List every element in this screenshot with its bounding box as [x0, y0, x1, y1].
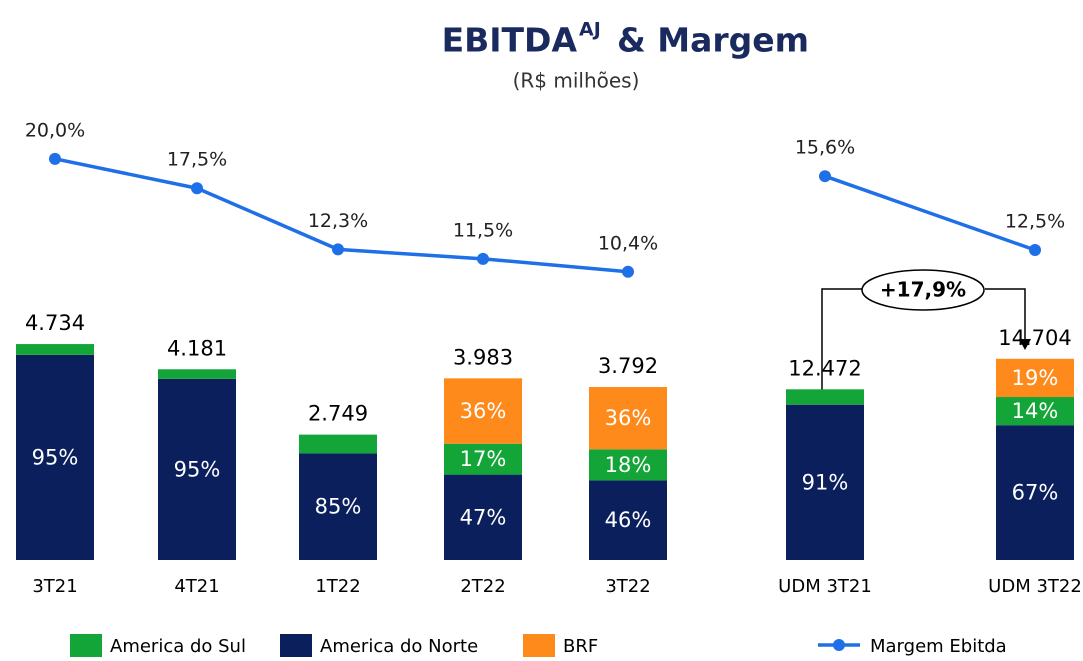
x-tick-label: UDM 3T21: [778, 576, 872, 597]
bar-segment: [444, 474, 522, 560]
total-label: 3.983: [453, 345, 513, 369]
segment-label: 67%: [1012, 481, 1059, 505]
annotation-ellipse: [861, 269, 985, 311]
margin-label: 15,6%: [795, 137, 855, 159]
margin-point: [622, 265, 634, 278]
chart-title-superscript: AJ: [579, 19, 601, 41]
bar-segment: [996, 425, 1074, 560]
legend-marker: [833, 639, 845, 651]
legend-label: America do Norte: [320, 636, 478, 657]
bar-segment: [299, 453, 377, 560]
margin-point: [477, 252, 489, 265]
legend-swatch: [70, 634, 102, 658]
segment-label: 95%: [174, 457, 221, 481]
annotation-arrow: [1019, 339, 1031, 350]
bar-segment: [16, 344, 94, 355]
segment-label: 19%: [1012, 366, 1059, 390]
segment-label: 36%: [460, 399, 507, 423]
annotation: +17,9%: [880, 278, 966, 302]
margin-point: [819, 170, 831, 183]
annotation-bracket: [821, 288, 1026, 391]
segment-label: 36%: [605, 406, 652, 430]
x-tick-label: 3T21: [32, 576, 77, 597]
margin-label: 17,5%: [167, 149, 227, 171]
margin-label: 11,5%: [453, 219, 513, 241]
segment-label: 47%: [460, 505, 507, 529]
margin-label: 12,5%: [1005, 211, 1065, 233]
bar-segment: [996, 358, 1074, 398]
margin-point: [191, 182, 203, 195]
chart-title: EBITDA: [442, 21, 578, 60]
total-label: 3.792: [598, 354, 658, 378]
bar-segment: [444, 378, 522, 444]
margin-point: [332, 243, 344, 256]
margin-line: [824, 174, 1036, 252]
segment-label: 17%: [460, 447, 507, 471]
legend-label: America do Sul: [110, 636, 246, 657]
legend-swatch: [280, 634, 312, 658]
total-label: 12.472: [788, 356, 861, 380]
bar-segment: [786, 404, 864, 560]
bar-segment: [996, 397, 1074, 426]
chart-subtitle: (R$ milhões): [513, 69, 640, 93]
x-tick-label: UDM 3T22: [988, 576, 1082, 597]
bar-segment: [158, 378, 236, 560]
margin-label: 20,0%: [25, 119, 85, 141]
segment-label: 18%: [605, 453, 652, 477]
bar-segment: [589, 387, 667, 450]
bar-segment: [589, 449, 667, 481]
x-tick-label: 4T21: [174, 576, 219, 597]
segment-label: 95%: [32, 445, 79, 469]
bar-segment: [299, 434, 377, 454]
legend-label: Margem Ebitda: [870, 636, 1007, 657]
segment-label: 91%: [802, 470, 849, 494]
margin-point: [1029, 244, 1041, 256]
bar-segment: [589, 480, 667, 560]
x-tick-label: 2T22: [460, 576, 505, 597]
segment-label: 85%: [315, 495, 362, 519]
margin-label: 10,4%: [598, 232, 658, 254]
bar-segment: [158, 369, 236, 379]
chart-title: & Margem: [617, 21, 809, 60]
total-label: 2.749: [308, 402, 368, 426]
segment-label: 46%: [605, 508, 652, 532]
legend-label: BRF: [563, 636, 598, 657]
bar-segment: [786, 389, 864, 405]
margin-point: [49, 152, 61, 165]
total-label: 4.181: [167, 336, 227, 360]
total-label: 14.704: [998, 326, 1071, 350]
segment-label: 14%: [1012, 399, 1059, 423]
total-label: 4.734: [25, 311, 85, 335]
margin-label: 12,3%: [308, 210, 368, 232]
bar-segment: [444, 443, 522, 475]
bar-segment: [16, 354, 94, 560]
legend-swatch: [523, 634, 555, 658]
x-tick-label: 1T22: [315, 576, 360, 597]
x-tick-label: 3T22: [605, 576, 650, 597]
